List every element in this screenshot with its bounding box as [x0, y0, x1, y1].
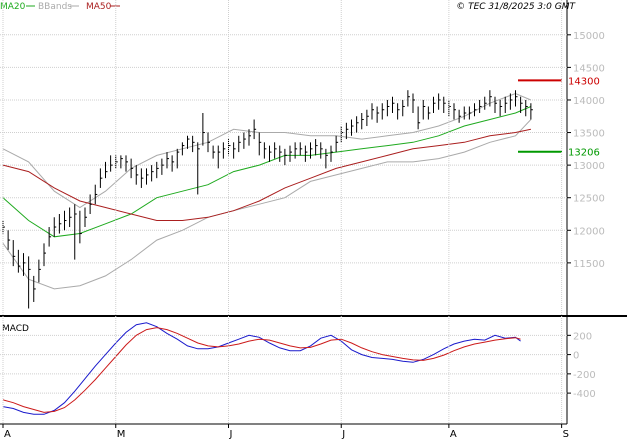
x-tick-label: J	[341, 429, 345, 440]
macd-series-signal	[2, 327, 521, 413]
macd-tick-label: -400	[573, 389, 596, 400]
y-tick-label: 12000	[573, 226, 605, 237]
price-panel	[0, 0, 627, 425]
macd-title: MACD	[2, 324, 29, 334]
level-label: 14300	[568, 76, 600, 87]
price-axis: 11500 12000 12500 13000 13500 14000 14500 15000	[567, 31, 605, 270]
series-ma20	[2, 106, 532, 238]
legend-ma20-label: MA20	[0, 2, 26, 12]
legend-bbands-label: BBands	[38, 2, 72, 12]
macd-tick-label: -200	[573, 370, 596, 381]
level-label: 13206	[568, 148, 600, 159]
y-tick-label: 13000	[573, 161, 605, 172]
y-tick-label: 13500	[573, 129, 605, 140]
macd-lines	[2, 322, 521, 415]
legend-ma50-label: MA50	[86, 2, 112, 12]
level-markers: 14300 13206	[518, 76, 600, 159]
price-grid	[0, 34, 567, 264]
macd-tick-label: 200	[573, 331, 592, 342]
source-credit: © TEC 31/8/2025 3:0 GMT	[456, 2, 576, 12]
series-bbands-lower	[2, 119, 532, 290]
x-tick-label: A	[450, 429, 457, 440]
legend: MA20 BBands MA50	[0, 2, 120, 12]
x-tick-label: M	[117, 429, 126, 440]
price-bars	[2, 90, 533, 309]
macd-grid	[0, 334, 567, 394]
y-tick-label: 14500	[573, 63, 605, 74]
x-tick-label: J	[229, 429, 233, 440]
macd-tick-label: 0	[573, 351, 579, 362]
series-ma50	[2, 128, 532, 221]
macd-series-macd	[2, 322, 521, 415]
y-tick-label: 11500	[573, 259, 605, 270]
y-tick-label: 15000	[573, 31, 605, 42]
indicator-lines	[2, 92, 532, 290]
x-tick-label: A	[4, 429, 11, 440]
series-bbands-upper	[2, 92, 532, 209]
x-tick-label: S	[563, 429, 569, 440]
y-tick-label: 12500	[573, 194, 605, 205]
macd-axis: -400 -200 0 200	[567, 331, 596, 400]
y-tick-label: 14000	[573, 96, 605, 107]
